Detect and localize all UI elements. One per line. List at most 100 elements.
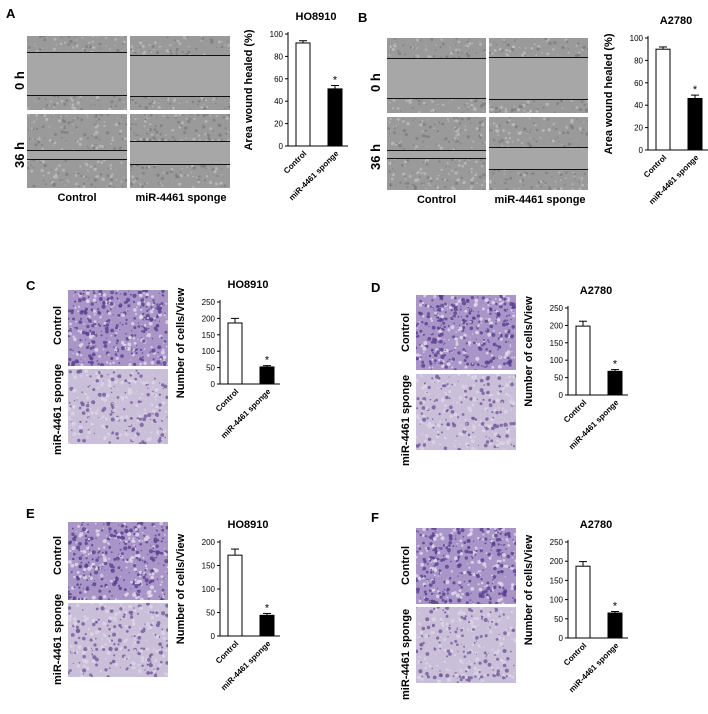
x-tick-label: Control <box>562 641 588 667</box>
y-tick-label: 80 <box>274 52 283 61</box>
panel-label-f: F <box>371 510 379 525</box>
y-tick-label: 100 <box>550 356 564 365</box>
bar <box>327 88 343 147</box>
x-tick-label: Control <box>214 387 240 413</box>
y-axis-label: Number of cells/View <box>523 534 535 645</box>
wound-image-a-sponge-0h <box>130 36 230 110</box>
transwell-image-e-control <box>68 522 168 600</box>
y-tick-label: 100 <box>550 596 564 605</box>
y-tick-label: 150 <box>202 331 216 340</box>
col-label-sponge-a: miR-4461 sponge <box>135 192 227 204</box>
col-label-control-a: Control <box>57 192 97 204</box>
y-tick-label: 150 <box>202 562 216 571</box>
wound-image-b-control-36h <box>387 117 486 190</box>
row-label-0h-a: 0 h <box>12 71 27 90</box>
bar <box>607 612 623 639</box>
y-tick-label: 250 <box>550 538 564 547</box>
y-tick-label: 50 <box>554 615 563 624</box>
y-tick-label: 100 <box>202 585 216 594</box>
transwell-image-c-control <box>68 290 168 366</box>
chart-title: HO8910 <box>228 279 269 291</box>
wound-image-a-control-36h <box>27 114 127 188</box>
y-axis-label: Number of cells/View <box>175 533 187 644</box>
transwell-image-d-sponge <box>416 374 516 450</box>
col-label-control-b: Control <box>416 194 457 206</box>
y-axis-label: Area wound healed (%) <box>603 33 615 154</box>
transwell-image-e-sponge <box>68 603 168 677</box>
y-tick-label: 100 <box>270 30 284 39</box>
significance-marker: * <box>265 355 270 367</box>
significance-marker: * <box>333 75 338 87</box>
row-label-sponge-d: miR-4461 sponge <box>400 374 412 466</box>
panel-label-b: B <box>358 10 368 25</box>
row-label-control-c: Control <box>52 305 64 345</box>
row-label-control-e: Control <box>52 535 64 575</box>
significance-marker: * <box>613 601 618 613</box>
col-label-sponge-b: miR-4461 sponge <box>494 194 586 206</box>
chart-title: A2780 <box>660 15 692 27</box>
y-tick-label: 0 <box>279 142 284 151</box>
chart-title: A2780 <box>580 519 612 531</box>
y-tick-label: 20 <box>274 120 283 129</box>
bar <box>575 325 591 396</box>
bar <box>655 48 671 151</box>
bar-chart-d: A2780 Number of cells/View 0 50 100 150 200 250… <box>523 285 628 451</box>
wound-image-b-sponge-0h <box>489 38 588 113</box>
row-label-sponge-f: miR-4461 sponge <box>400 608 412 700</box>
row-label-control-d: Control <box>400 312 412 352</box>
row-label-control-f: Control <box>400 545 412 585</box>
y-tick-label: 40 <box>634 101 643 110</box>
x-tick-label: Control <box>214 639 240 665</box>
row-label-sponge-e: miR-4461 sponge <box>52 593 64 685</box>
bar-chart-f: A2780 Number of cells/View 0 50 100 150 200 250… <box>523 519 628 694</box>
bar <box>227 322 243 385</box>
panel-label-d: D <box>371 280 381 295</box>
significance-marker: * <box>693 84 698 96</box>
panel-label-a: A <box>6 6 16 21</box>
y-tick-label: 250 <box>550 304 564 313</box>
panel-label-e: E <box>26 506 35 521</box>
chart-title: A2780 <box>580 285 612 297</box>
chart-title: HO8910 <box>296 11 337 23</box>
y-tick-label: 40 <box>274 97 283 106</box>
y-tick-label: 100 <box>202 347 216 356</box>
y-tick-label: 150 <box>550 339 564 348</box>
y-tick-label: 250 <box>202 298 216 307</box>
significance-marker: * <box>613 359 618 371</box>
y-tick-label: 200 <box>202 538 216 547</box>
bar-chart-e: HO8910 Number of cells/View 0 50 100 150 200 Co… <box>175 519 280 692</box>
y-tick-label: 60 <box>634 79 643 88</box>
bar-chart-a: HO8910 Area wound healed (%) 0 20 40 60 80 100 C… <box>243 11 348 202</box>
bar <box>575 565 591 639</box>
y-tick-label: 200 <box>202 314 216 323</box>
y-tick-label: 80 <box>634 56 643 65</box>
x-tick-label: Control <box>642 153 668 179</box>
bar-chart-b: A2780 Area wound healed (%) 0 20 40 60 80 100 Co… <box>603 15 708 206</box>
row-label-36h-b: 36 h <box>368 143 383 170</box>
y-tick-label: 100 <box>630 34 644 43</box>
y-tick-label: 200 <box>550 557 564 566</box>
row-label-0h-b: 0 h <box>368 73 383 92</box>
wound-image-b-control-0h <box>387 38 486 113</box>
transwell-image-d-control <box>416 295 516 370</box>
wound-image-a-sponge-36h <box>130 114 230 188</box>
bar <box>227 554 243 637</box>
y-tick-label: 50 <box>206 609 215 618</box>
y-tick-label: 0 <box>211 380 216 389</box>
significance-marker: * <box>265 602 270 614</box>
transwell-image-c-sponge <box>68 369 168 444</box>
y-axis-label: Number of cells/View <box>523 296 535 407</box>
wound-image-a-control-0h <box>27 36 127 110</box>
y-tick-label: 0 <box>559 391 564 400</box>
y-tick-label: 0 <box>559 634 564 643</box>
y-axis-label: Area wound healed (%) <box>243 29 255 150</box>
row-label-sponge-c: miR-4461 sponge <box>52 363 64 455</box>
bar-chart-c: HO8910 Number of cells/View 0 50 100 150 200 25… <box>175 279 280 440</box>
transwell-image-f-control <box>416 528 516 604</box>
row-label-36h-a: 36 h <box>12 141 27 168</box>
y-tick-label: 20 <box>634 124 643 133</box>
y-tick-label: 60 <box>274 75 283 84</box>
bar <box>607 370 623 396</box>
bar <box>259 614 275 637</box>
bar <box>295 42 311 147</box>
